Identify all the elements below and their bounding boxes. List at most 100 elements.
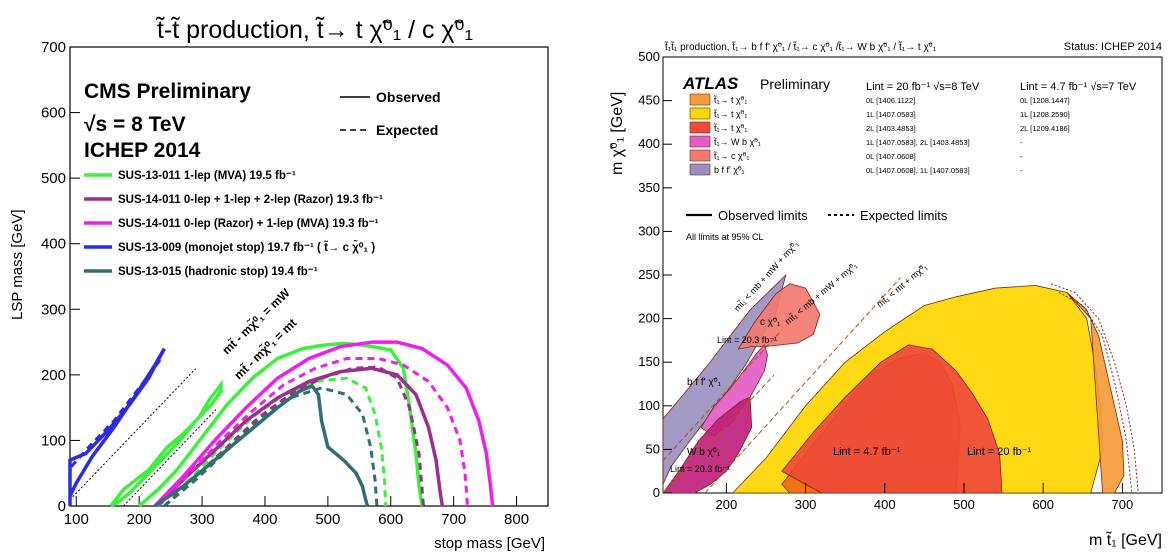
cms-observed-curve [68,347,166,506]
cms-y-tick-label: 400 [41,236,66,253]
cms-legend-label: SUS-14-011 0-lep (Razor) + 1-lep (MVA) 1… [118,218,379,230]
atlas-legend-swatch [689,135,711,148]
cms-header-line-3: ICHEP 2014 [84,139,201,162]
atlas-lumi-8tev: Lint = 20 fb⁻¹ √s=8 TeV [866,81,980,93]
atlas-legend-ref8: 2L [1403.4853] [866,124,916,133]
atlas-kinematic-line [662,374,775,494]
atlas-y-tick-label: 350 [638,180,660,195]
atlas-legend-ref7: - [1020,138,1023,147]
atlas-y-tick-label: 50 [646,441,660,456]
atlas-x-tick-label: 500 [953,497,975,512]
cms-y-tick-label: 500 [41,170,66,187]
atlas-observed-label: Observed limits [718,208,808,223]
atlas-x-tick-label: 400 [874,497,896,512]
atlas-y-tick-label: 300 [638,223,660,238]
atlas-x-tick-label: 700 [1112,497,1134,512]
cms-expected-curve [157,376,388,508]
cms-observed-curve [153,366,445,508]
atlas-kinematic-line [704,277,901,494]
atlas-expected-line [1050,283,1139,494]
atlas-legend-swatch [689,149,711,162]
cms-x-tick-label: 800 [504,511,529,528]
atlas-legend-swatch [689,163,711,176]
atlas-legend-label: t̃₁→ t χ̃⁰₁ [713,123,748,133]
cms-plot-frame [69,46,549,507]
cms-observed-label: Observed [376,89,441,105]
atlas-y-tick-label: 450 [638,93,660,108]
atlas-experiment: ATLAS [682,74,739,93]
cms-x-tick-label: 300 [190,511,215,528]
atlas-y-tick-label: 400 [638,136,660,151]
cms-x-tick-label: 500 [315,511,340,528]
cms-kinematic-label-mw: mt̃ - mχ̃⁰₁ = mW [219,285,293,358]
cms-y-axis-label: LSP mass [GeV] [9,209,26,320]
atlas-legend-ref8: 0L [1407.0608], 1L [1407.0583] [866,166,970,175]
atlas-legend-ref7: - [1020,166,1023,175]
atlas-y-tick-label: 500 [638,49,660,64]
atlas-label-l47: Lint = 4.7 fb⁻¹ [833,446,901,458]
atlas-chart: t̃₁t̃₁ production, t̃₁→ b f f' χ̃⁰₁ / t̃… [609,41,1163,549]
atlas-legend-ref7: - [1020,152,1023,161]
atlas-y-tick-label: 250 [638,267,660,282]
atlas-x-axis-label: m t̃₁ [GeV] [1089,530,1162,549]
atlas-legend-ref8: 1L [1407.0583] [866,110,916,119]
atlas-top-title: t̃₁t̃₁ production, t̃₁→ b f f' χ̃⁰₁ / t̃… [664,41,937,53]
cms-y-tick-label: 0 [58,498,66,515]
atlas-legend-ref7: 1L [1208.2590] [1020,110,1070,119]
cms-series-legend: SUS-13-011 1-lep (MVA) 19.5 fb⁻¹ SUS-14-0… [84,170,383,278]
atlas-lumi-7tev: Lint = 4.7 fb⁻¹ √s=7 TeV [1020,81,1137,93]
cms-chart: t̃-t̃ production, t̃→ t χ̃⁰₁ / c χ̃⁰₁ 10… [9,16,549,552]
atlas-x-tick-label: 600 [1032,497,1054,512]
atlas-legend-label: t̃₁→ c χ̃⁰₁ [713,151,750,161]
cms-legend-label: SUS-13-011 1-lep (MVA) 19.5 fb⁻¹ [118,170,296,182]
atlas-experiment-sub: Preliminary [760,76,830,92]
atlas-legend-label: t̃₁→ t χ̃⁰₁ [713,95,748,105]
cms-expected-label: Expected [376,122,438,138]
cms-x-tick-label: 700 [441,511,466,528]
atlas-legend-swatch [689,107,711,120]
cms-x-tick-label: 400 [252,511,277,528]
cms-y-tick-label: 700 [41,39,66,56]
cms-header-line-1: CMS Preliminary [84,80,251,103]
cms-legend-label: SUS-13-009 (monojet stop) 19.7 fb⁻¹ ( t̃… [118,241,375,254]
atlas-axis-ticks: 200 300 400 500 600 700 0 50 100 150 200 250 300 350 4… [638,49,1133,512]
cms-header-line-2: √s = 8 TeV [84,113,186,136]
cms-y-tick-label: 200 [41,367,66,384]
atlas-legend-swatch [689,93,711,106]
atlas-legend-ref8: 0L [1406.1122] [866,96,915,105]
atlas-legend-label: b f f' χ̃⁰₁ [714,165,745,175]
atlas-label-c-chi: c χ̃⁰₁ [760,317,781,328]
atlas-legend-ref7: 2L [1209.4186] [1020,124,1070,133]
atlas-y-tick-label: 100 [638,398,660,413]
cms-expected-curve [156,356,469,508]
atlas-diag-label-3: mt̃₁ < mt + mχ̃⁰₁ [875,262,929,310]
cms-legend-label: SUS-14-011 0-lep + 1-lep + 2-lep (Razor)… [118,194,383,206]
atlas-region-red-2L [781,344,1003,494]
atlas-legend-label: t̃₁→ t χ̃⁰₁ [713,109,748,119]
cms-observed-curve [153,383,370,508]
cms-observed-curve [138,341,424,508]
cms-x-tick-label: 100 [64,511,89,528]
cms-x-tick-label: 200 [127,511,152,528]
atlas-x-tick-label: 300 [795,497,817,512]
cms-observed-curve [153,340,495,508]
atlas-label-wb: W b χ̃⁰₁ [687,447,721,458]
atlas-x-tick-label: 200 [716,497,738,512]
atlas-label-c-lumi: Lint = 20.3 fb⁻¹ [717,335,777,345]
cms-chart-title: t̃-t̃ production, t̃→ t χ̃⁰₁ / c χ̃⁰₁ [155,16,473,44]
cms-y-tick-label: 600 [41,105,66,122]
atlas-label-bff: b f f' χ̃⁰₁ [687,377,722,388]
cms-limit-curves [68,340,495,508]
cms-observed-curve [109,379,223,508]
atlas-legend-label: t̃₁→ W b χ̃⁰₁ [713,137,761,147]
atlas-y-axis-label: m χ̃⁰₁ [GeV] [609,92,626,175]
cms-y-tick-label: 300 [41,301,66,318]
atlas-legend-swatch [689,121,711,134]
atlas-kinematic-line [662,329,783,462]
atlas-legend-ref7: 0L [1208.1447] [1020,96,1070,105]
atlas-expected-label: Expected limits [860,208,948,223]
atlas-y-tick-label: 150 [638,354,660,369]
atlas-y-tick-label: 200 [638,311,660,326]
atlas-status: Status: ICHEP 2014 [1064,41,1162,53]
